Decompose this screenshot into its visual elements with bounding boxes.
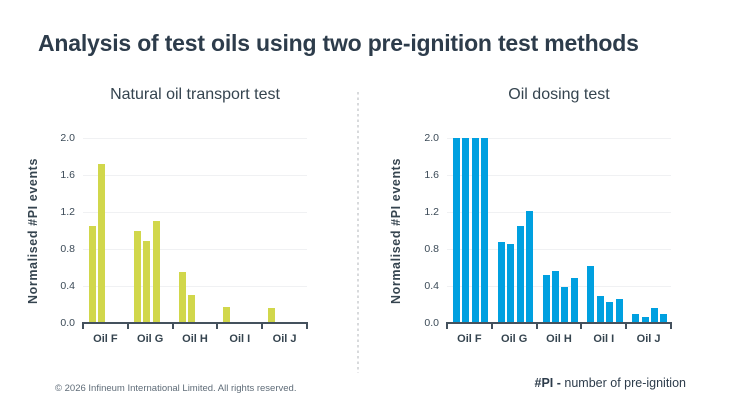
y-tick-label: 0.0 [424,316,439,329]
y-tick-label: 2.0 [60,131,75,144]
bar [133,230,141,323]
copyright-text: © 2026 Infineum International Limited. A… [55,383,297,394]
y-tick-label: 1.6 [60,168,75,181]
x-category-label: Oil F [93,333,118,345]
bar [89,225,96,323]
y-tick-label: 0.8 [60,242,75,255]
bar [570,277,578,323]
x-category-label: Oil I [229,333,251,345]
chart-title: Oil dosing test [508,86,610,103]
bar [497,241,505,323]
x-category-label: Oil F [457,333,482,345]
x-category-label: Oil G [137,333,164,345]
gridline [83,248,307,250]
bar [223,307,231,323]
bar [651,308,658,323]
bar [188,295,195,324]
bar [542,274,550,323]
x-axis-tick [126,322,129,329]
bar [98,163,106,323]
x-axis-line [82,322,308,324]
page-title: Analysis of test oils using two pre-igni… [38,30,639,56]
bar [152,221,160,324]
gridline [447,285,671,287]
pi-note: #PI - number of pre-ignition [535,376,686,390]
bar [507,244,515,323]
bar [552,271,559,323]
y-tick-label: 0.0 [60,316,75,329]
gridline [83,137,307,139]
y-tick-label: 1.2 [424,205,439,218]
gridline [83,174,307,176]
bar [481,138,489,323]
bar [615,298,623,323]
pi-note-definition: number of pre-ignition [560,376,686,390]
x-axis-tick [580,322,583,329]
x-axis-tick [625,322,628,329]
bar [143,240,151,323]
x-category-label: Oil H [546,333,572,345]
gridline [447,137,671,139]
bar [641,317,649,323]
bar [268,308,276,323]
bar [561,286,569,323]
x-axis-tick [535,322,538,329]
x-category-label: Oil G [501,333,528,345]
x-axis-tick [490,322,493,329]
bar [587,265,595,323]
x-axis-tick [171,322,174,329]
chart-title: Natural oil transport test [110,86,280,103]
x-axis-line [446,322,672,324]
bar [596,296,604,323]
gridline [447,248,671,250]
x-axis-tick [446,322,448,329]
pi-note-abbreviation: #PI - [534,376,561,390]
x-category-label: Oil I [593,333,615,345]
x-category-label: Oil J [636,333,661,345]
divider-dashed-line [357,92,359,373]
bar [178,272,186,323]
gridline [447,174,671,176]
y-tick-label: 1.6 [424,168,439,181]
x-axis-tick [261,322,264,329]
x-axis-tick [670,322,672,329]
x-category-label: Oil J [272,333,297,345]
y-tick-label: 0.4 [424,279,439,292]
bar [453,138,460,323]
y-tick-label: 2.0 [424,131,439,144]
x-axis-tick [82,322,84,329]
bar [471,138,479,323]
gridline [447,211,671,213]
x-category-label: Oil H [182,333,208,345]
x-axis-tick [216,322,219,329]
x-axis-tick [306,322,308,329]
bar [516,225,524,323]
bar [526,211,533,323]
bar [606,301,614,323]
y-tick-label: 0.8 [424,242,439,255]
gridline [83,285,307,287]
gridline [83,211,307,213]
y-tick-label: 1.2 [60,205,75,218]
bar [632,313,640,324]
y-tick-label: 0.4 [60,279,75,292]
bar [462,138,470,323]
bar [660,313,668,324]
